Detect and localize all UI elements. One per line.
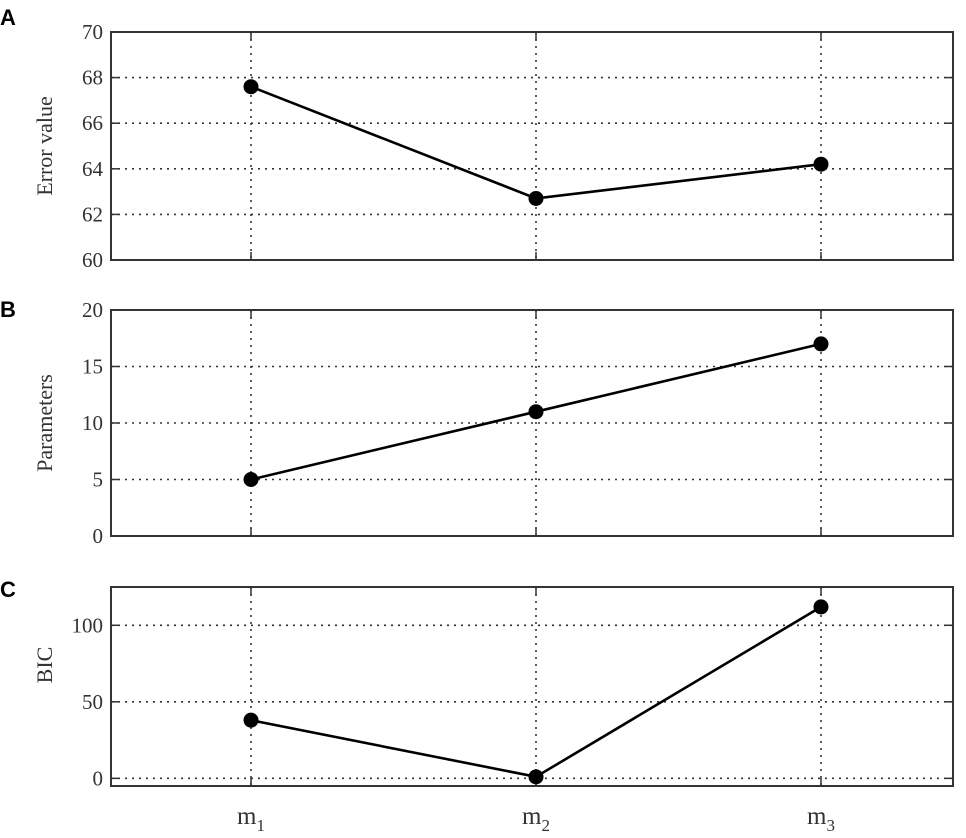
y-tick-label: 62 <box>82 202 103 226</box>
panel-letter: B <box>0 297 16 322</box>
y-tick-label: 0 <box>93 766 104 790</box>
y-tick-label: 66 <box>82 111 103 135</box>
y-tick-label: 50 <box>82 690 103 714</box>
x-axis-categories: m1 m2 m3 <box>237 803 835 835</box>
y-tick-label: 5 <box>93 468 104 492</box>
y-tick-label: 64 <box>82 157 104 181</box>
y-tick-label: 0 <box>93 524 104 548</box>
data-point-m3 <box>813 336 829 352</box>
data-point-m1 <box>243 472 259 487</box>
y-tick-label: 70 <box>82 20 103 44</box>
data-point-m3 <box>813 156 829 172</box>
data-point-m2 <box>528 769 544 785</box>
plot-frame <box>110 586 954 787</box>
y-tick-label: 60 <box>82 248 103 272</box>
data-point-m3 <box>813 599 829 615</box>
data-point-m1 <box>243 712 259 728</box>
y-tick-label: 20 <box>82 298 103 322</box>
y-axis-label: BIC <box>32 647 57 684</box>
y-tick-label: 100 <box>72 613 104 637</box>
x-tick-label: m3 <box>807 803 835 835</box>
panel-letter: A <box>0 5 16 30</box>
data-point-m2 <box>528 190 544 206</box>
x-tick-label: m2 <box>522 803 550 835</box>
data-point-m1 <box>243 79 259 95</box>
panel-a: A 60 62 64 66 68 70 Error value <box>0 5 954 272</box>
panel-c: C 0 50 100 BIC <box>0 577 954 790</box>
panel-b: B 0 5 10 15 20 Parameters <box>0 297 954 548</box>
x-tick-label: m1 <box>237 803 265 835</box>
y-tick-label: 15 <box>82 355 103 379</box>
y-axis-label: Parameters <box>32 374 57 472</box>
panels: A 60 62 64 66 68 70 Error value B 0 5 10 15 20 Paramet… <box>0 5 954 790</box>
y-axis-label: Error value <box>32 96 57 196</box>
plot-frame <box>110 31 954 261</box>
y-tick-label: 68 <box>82 66 103 90</box>
data-point-m2 <box>528 404 544 420</box>
series-line <box>250 605 822 779</box>
plot-frame <box>110 309 954 537</box>
y-tick-label: 10 <box>82 411 103 435</box>
panel-letter: C <box>0 577 16 602</box>
